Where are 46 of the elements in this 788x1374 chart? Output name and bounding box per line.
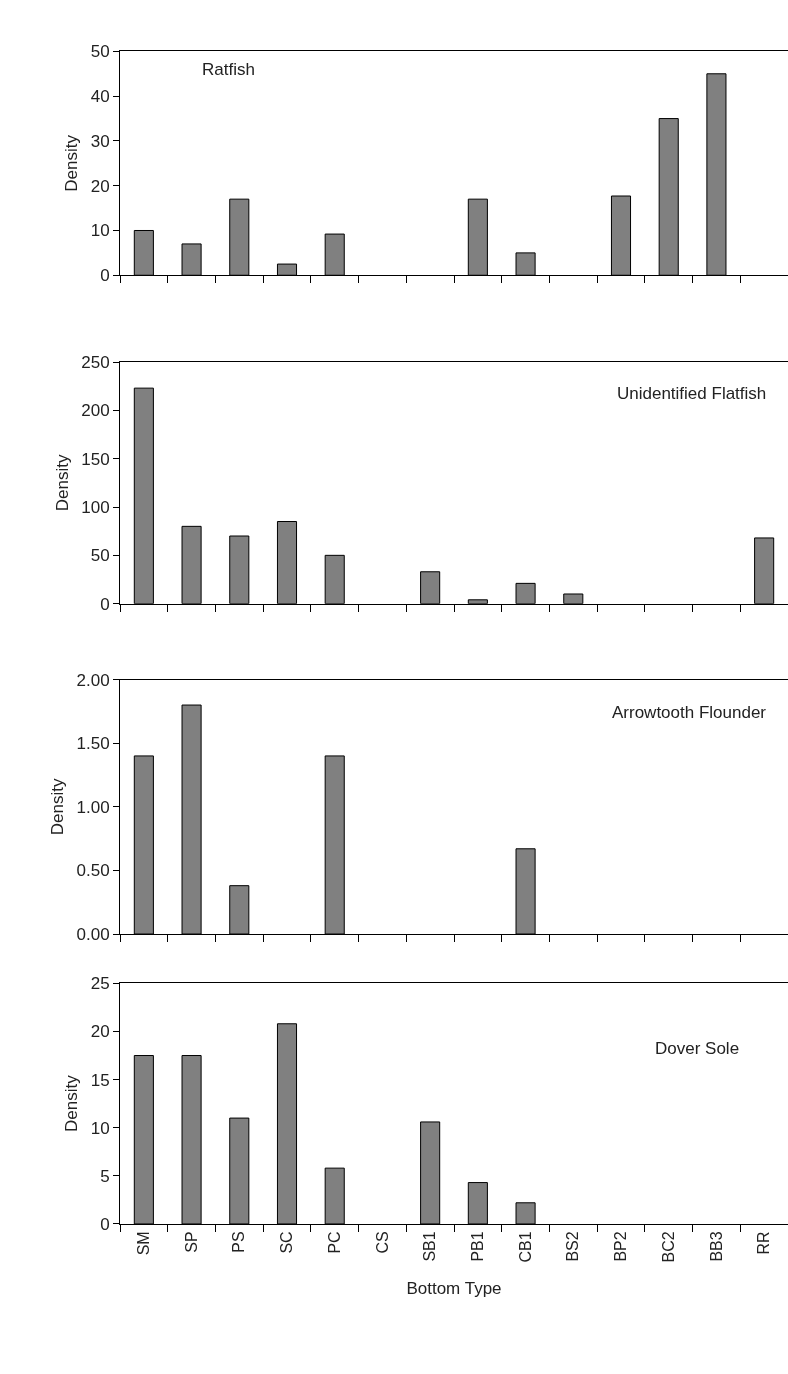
annotation: Unidentified Flatfish [617, 384, 767, 403]
y-tick-label: 0.50 [76, 861, 110, 881]
y-tick-label: 0 [100, 266, 110, 286]
y-tick-label: 200 [81, 401, 110, 421]
x-tick-label: BS2 [564, 1231, 582, 1262]
y-axis-title: Density [52, 454, 72, 512]
y-tick-label: 10 [90, 1118, 110, 1138]
y-tick-label: 100 [81, 497, 110, 517]
y-axis-title: Density [62, 1074, 82, 1132]
y-tick-label: 50 [90, 42, 110, 62]
y-tick-label: 25 [90, 974, 110, 994]
x-tick-label: BP2 [612, 1231, 630, 1262]
x-tick-label: CS [373, 1231, 391, 1254]
y-tick-label: 150 [81, 449, 110, 469]
y-tick-label: 1.50 [76, 734, 110, 754]
x-tick-label: CB1 [516, 1231, 534, 1263]
x-tick-label: BB3 [707, 1231, 725, 1262]
x-tick-label: PB1 [469, 1231, 487, 1262]
y-tick-label: 5 [100, 1166, 110, 1186]
x-tick-label: RR [755, 1231, 773, 1255]
y-tick-label: 0 [100, 594, 110, 614]
y-tick-label: 0.00 [76, 924, 110, 944]
y-tick-label: 250 [81, 353, 110, 372]
annotation: Arrowtooth Flounder [612, 703, 767, 722]
y-tick-label: 0 [100, 1214, 110, 1234]
y-axis-title: Density [62, 134, 82, 192]
y-tick-label: 20 [90, 1022, 110, 1042]
x-tick-label: SB1 [421, 1231, 439, 1262]
y-tick-label: 1.00 [76, 797, 110, 817]
y-tick-label: 30 [90, 131, 110, 151]
x-tick-label: SC [278, 1231, 296, 1254]
y-tick-label: 50 [90, 546, 110, 566]
y-tick-label: 15 [90, 1070, 110, 1090]
x-tick-label: PS [230, 1231, 248, 1253]
y-axis-title: Density [48, 777, 68, 836]
y-tick-label: 2.00 [76, 670, 110, 690]
x-tick-label: BC2 [659, 1231, 677, 1263]
annotation: Ratfish [202, 60, 255, 79]
x-tick-label: SP [182, 1231, 200, 1253]
x-tick-label: PC [325, 1231, 343, 1254]
x-axis-title: Bottom Type [406, 1278, 502, 1298]
annotation: Dover Sole [655, 1039, 740, 1058]
x-tick-label: SM [135, 1231, 153, 1256]
y-tick-label: 20 [90, 176, 110, 196]
y-tick-label: 40 [90, 87, 110, 107]
y-tick-label: 10 [90, 221, 110, 241]
